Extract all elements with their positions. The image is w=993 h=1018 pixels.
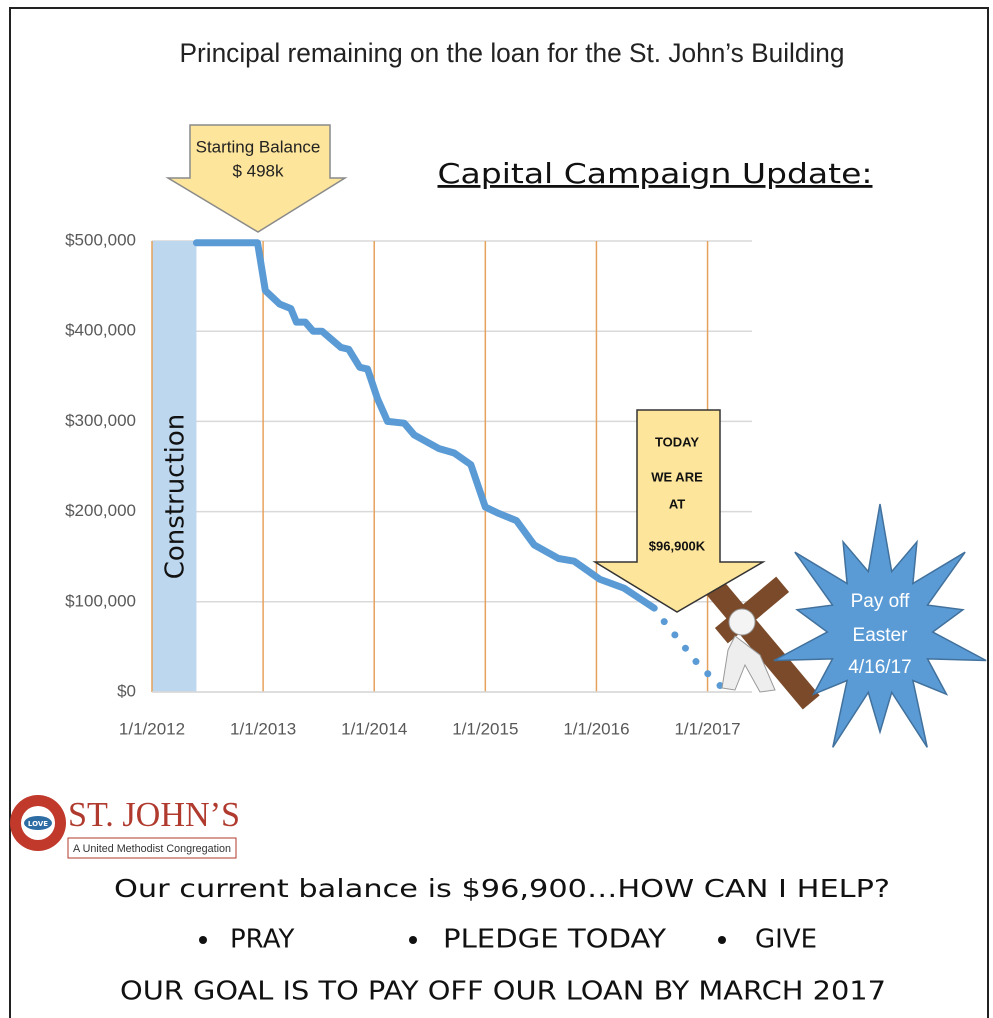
x-tick-label: 1/1/2016 bbox=[563, 719, 629, 738]
annotation: $ 498k bbox=[232, 161, 284, 180]
x-tick-label: 1/1/2015 bbox=[452, 719, 518, 738]
logo-emblem-text: LOVE bbox=[28, 820, 48, 828]
y-tick-label: $0 bbox=[117, 681, 136, 700]
annotation: 4/16/17 bbox=[848, 657, 911, 678]
x-tick-label: 1/1/2013 bbox=[230, 719, 296, 738]
chart-title: Principal remaining on the loan for the … bbox=[180, 38, 845, 68]
x-tick-label: 1/1/2012 bbox=[119, 719, 185, 738]
action: PLEDGE TODAY bbox=[443, 925, 666, 955]
y-tick-label: $100,000 bbox=[65, 591, 136, 610]
logo-tagline: A United Methodist Congregation bbox=[73, 843, 231, 855]
annotation: Pay off bbox=[851, 591, 911, 612]
y-tick-label: $300,000 bbox=[65, 411, 136, 430]
footer-line: Our current balance is $96,900…HOW CAN I… bbox=[114, 874, 890, 903]
annotation: Easter bbox=[853, 625, 909, 646]
y-tick-label: $200,000 bbox=[65, 501, 136, 520]
annotation: TODAY bbox=[655, 434, 699, 449]
y-tick-label: $500,000 bbox=[65, 230, 136, 249]
annotation: AT bbox=[669, 496, 685, 511]
x-tick-label: 1/1/2014 bbox=[341, 719, 407, 738]
annotation: $96,900K bbox=[649, 538, 706, 553]
x-tick-label: 1/1/2017 bbox=[674, 719, 740, 738]
annotation: WE ARE bbox=[651, 469, 703, 484]
band-label: Construction bbox=[161, 414, 191, 580]
subtitle: Capital Campaign Update: bbox=[438, 157, 873, 190]
action: GIVE bbox=[755, 925, 817, 955]
goal: OUR GOAL IS TO PAY OFF OUR LOAN BY MARCH… bbox=[120, 977, 886, 1007]
logo: LOVE ST. JOHN’S A United Methodist Congr… bbox=[10, 795, 240, 858]
y-tick-label: $400,000 bbox=[65, 321, 136, 340]
annotation: Starting Balance bbox=[196, 137, 321, 156]
logo-name: ST. JOHN’S bbox=[68, 795, 240, 834]
action: PRAY bbox=[230, 925, 294, 955]
flyer: Principal remaining on the loan for the … bbox=[0, 0, 993, 1018]
